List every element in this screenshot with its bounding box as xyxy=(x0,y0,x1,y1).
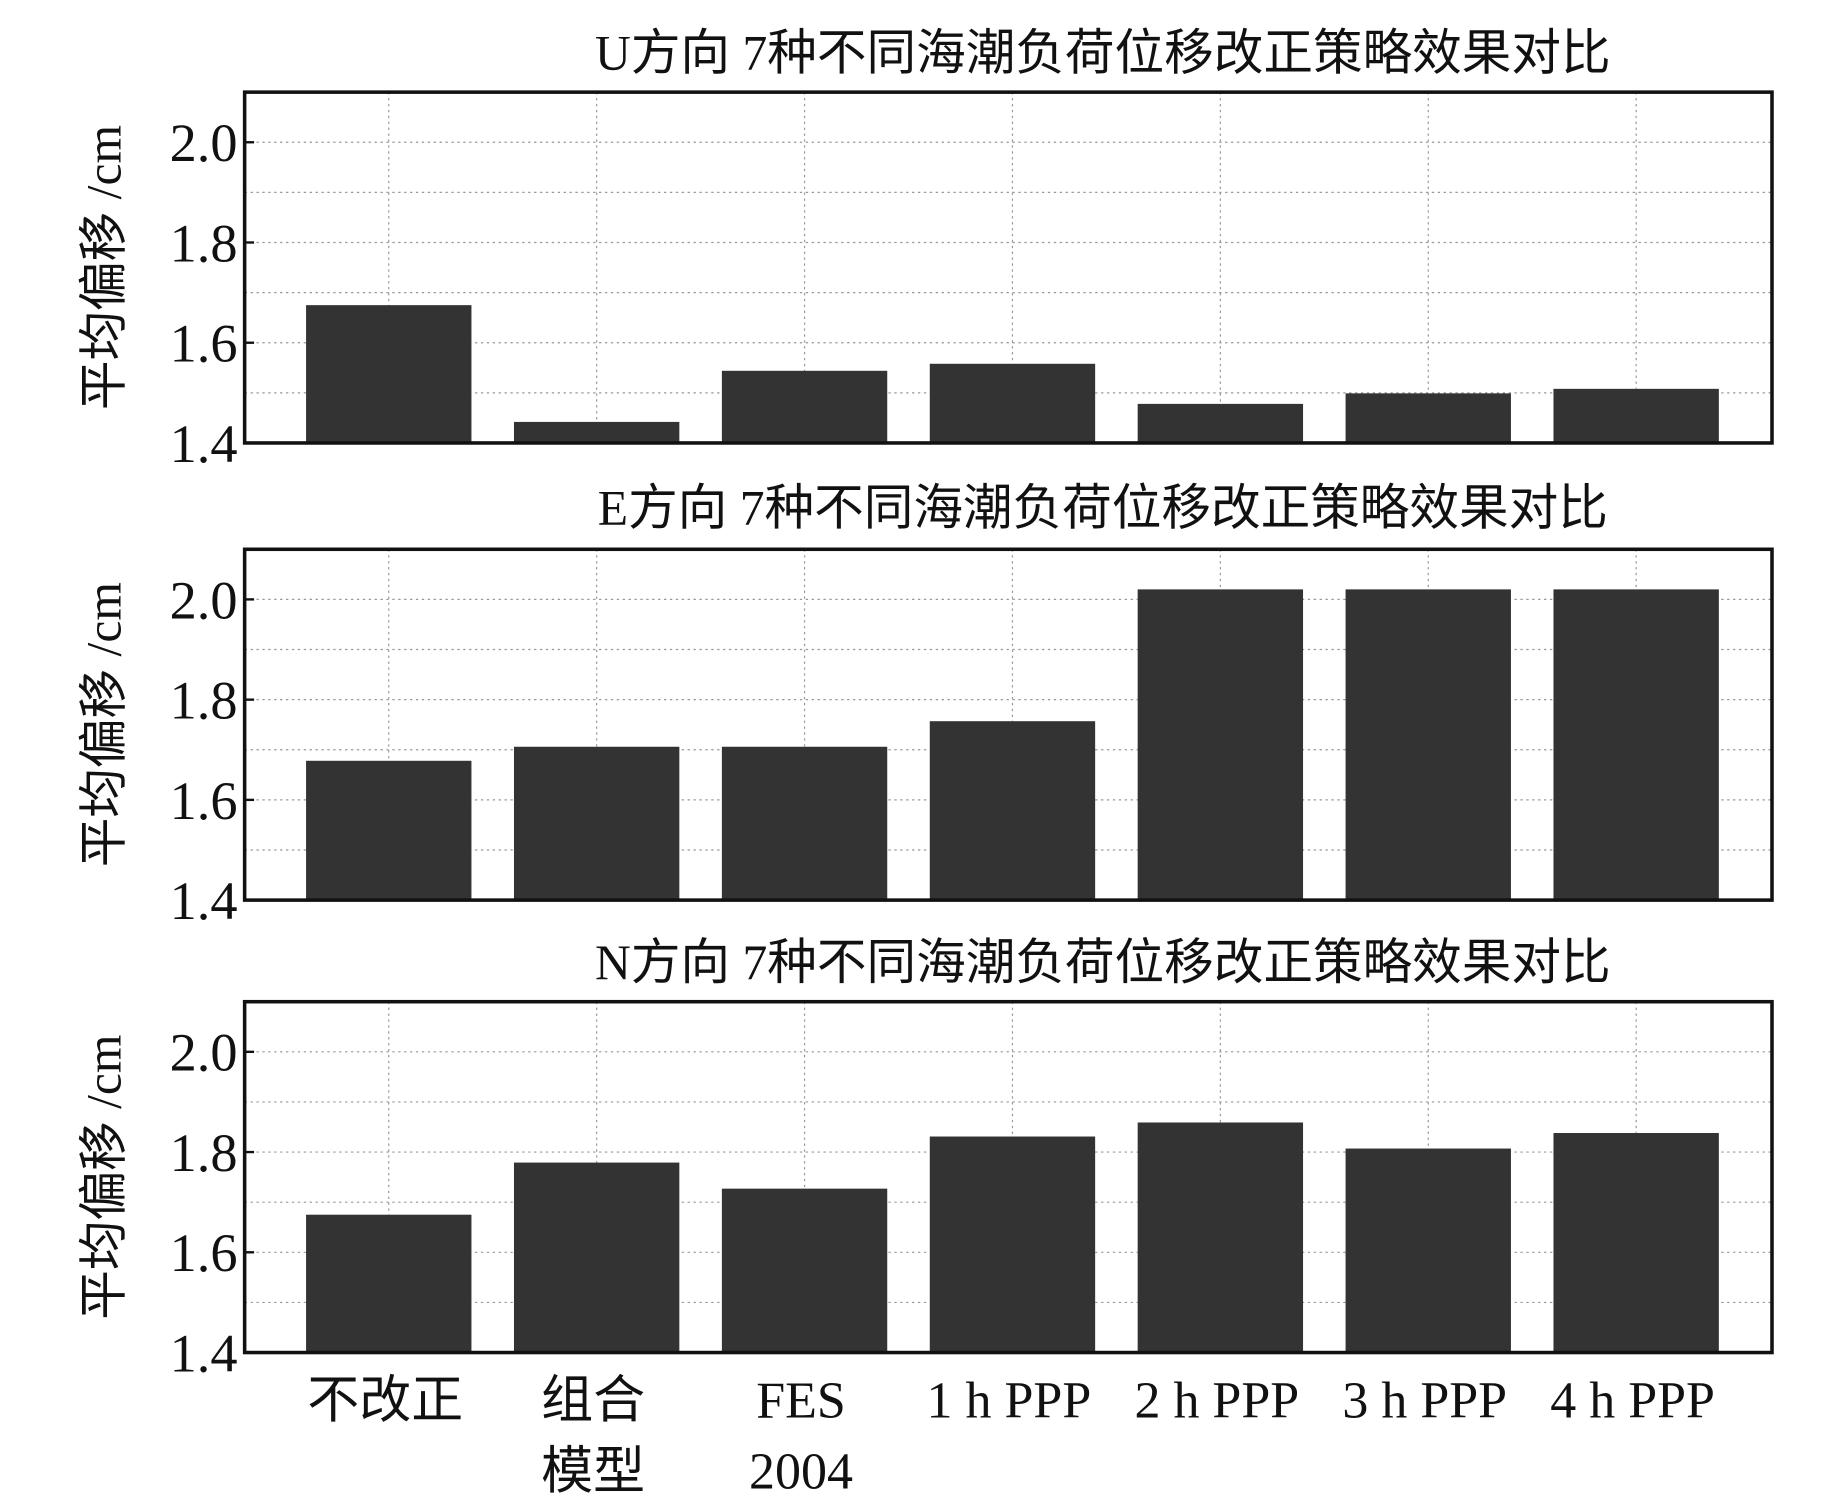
bar xyxy=(1345,393,1511,443)
x-tick-label: 3 h PPP xyxy=(1342,1373,1507,1430)
bar xyxy=(513,746,680,901)
chart-title: U方向 7种不同海潮负荷位移改正策略效果对比 xyxy=(595,26,1611,81)
y-tick-label: 1.8 xyxy=(170,1123,238,1183)
bar xyxy=(1345,589,1511,901)
bar xyxy=(306,1214,472,1353)
bar xyxy=(721,746,888,901)
bar xyxy=(306,760,472,901)
x-tick-label: 2 h PPP xyxy=(1134,1373,1299,1430)
plot-frame xyxy=(242,999,1774,1355)
y-tick-label: 1.8 xyxy=(170,671,238,731)
x-tick-label: 组合模型 xyxy=(541,1373,645,1501)
bar xyxy=(1553,589,1719,901)
bar xyxy=(1553,1133,1719,1353)
y-tick-label: 1.8 xyxy=(170,213,238,273)
bar xyxy=(721,1188,888,1353)
y-axis-label: 平均偏移 /cm xyxy=(77,125,132,410)
x-tick-label: 不改正 xyxy=(307,1373,463,1430)
bar xyxy=(1137,1122,1304,1353)
bar xyxy=(929,1136,1096,1353)
bar xyxy=(721,370,888,443)
y-tick-label: 1.4 xyxy=(170,414,238,474)
bar xyxy=(1137,589,1304,901)
bar xyxy=(1553,388,1719,443)
chart-title: N方向 7种不同海潮负荷位移改正策略效果对比 xyxy=(595,935,1611,990)
bar xyxy=(1345,1148,1511,1353)
y-tick-label: 2.0 xyxy=(170,570,238,630)
bar xyxy=(929,721,1096,901)
y-tick-label: 1.4 xyxy=(170,871,238,931)
chart-title: E方向 7种不同海潮负荷位移改正策略效果对比 xyxy=(598,480,1608,535)
y-axis-label: 平均偏移 /cm xyxy=(77,582,132,867)
y-axis-label: 平均偏移 /cm xyxy=(77,1034,132,1319)
bar xyxy=(513,421,680,443)
y-tick-label: 1.6 xyxy=(170,1223,238,1283)
y-tick-label: 1.4 xyxy=(170,1323,238,1383)
y-tick-label: 1.6 xyxy=(170,314,238,374)
y-tick-label: 2.0 xyxy=(170,1023,238,1083)
plot-frame xyxy=(242,547,1774,902)
y-tick-label: 2.0 xyxy=(170,113,238,173)
bar xyxy=(929,363,1096,443)
x-tick-label: 4 h PPP xyxy=(1550,1373,1715,1430)
bar xyxy=(513,1162,680,1353)
bar xyxy=(306,305,472,443)
y-tick-label: 1.6 xyxy=(170,771,238,831)
x-tick-label: FES 2004 xyxy=(749,1373,853,1501)
x-tick-label: 1 h PPP xyxy=(927,1373,1092,1430)
plot-frame xyxy=(242,90,1774,445)
bar xyxy=(1137,403,1304,443)
